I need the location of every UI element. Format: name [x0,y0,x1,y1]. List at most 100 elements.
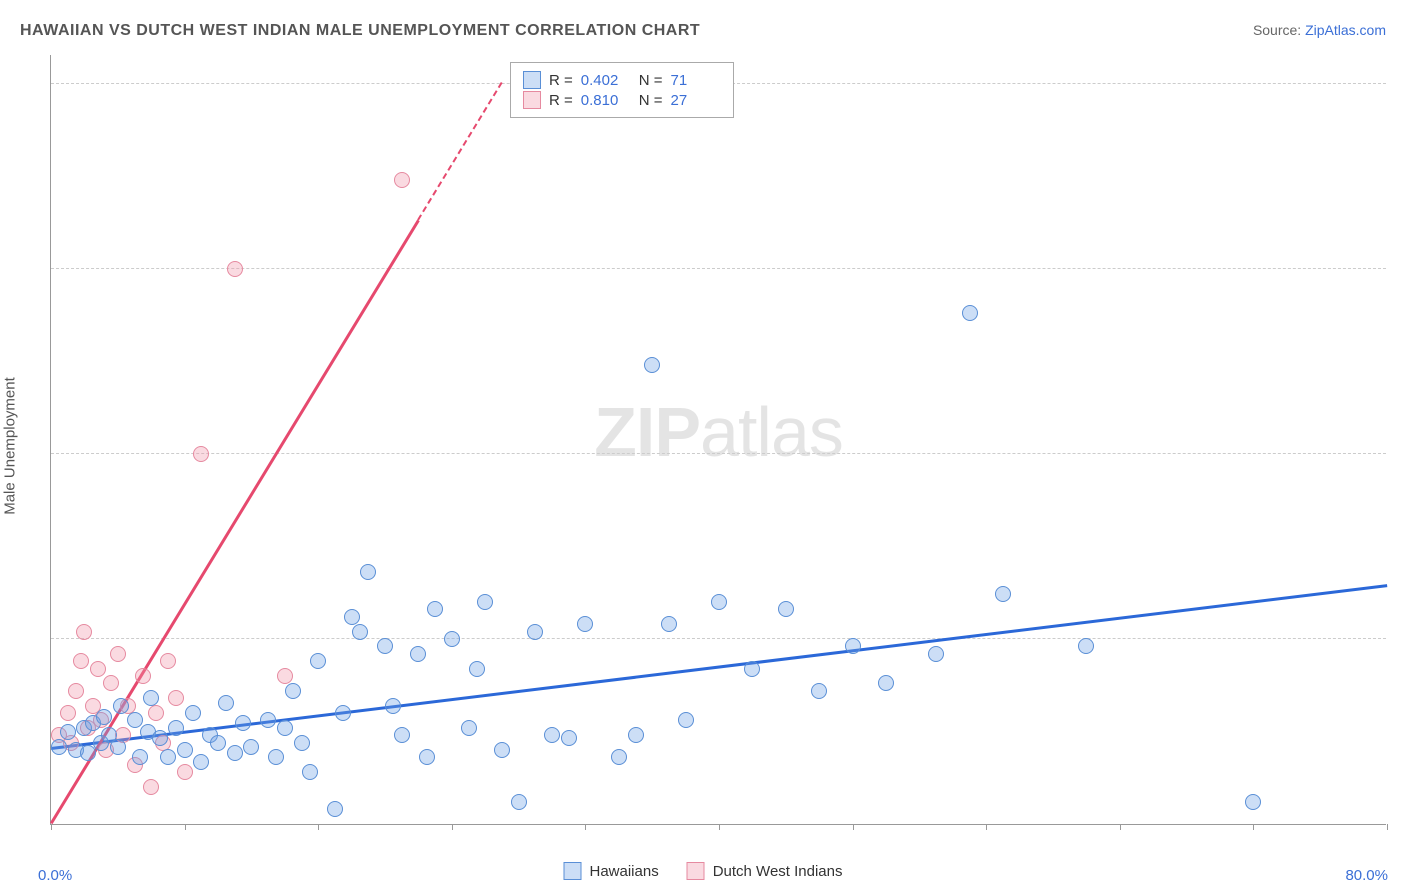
x-tick [1387,824,1388,830]
scatter-point-series2 [160,653,176,669]
scatter-point-series1 [60,724,76,740]
scatter-point-series1 [344,609,360,625]
legend-swatch [523,71,541,89]
scatter-point-series1 [385,698,401,714]
scatter-point-series1 [185,705,201,721]
gridline-horizontal [51,638,1386,639]
scatter-point-series1 [511,794,527,810]
scatter-point-series2 [148,705,164,721]
stat-n-value: 27 [671,92,721,109]
scatter-point-series1 [168,720,184,736]
scatter-point-series2 [110,646,126,662]
gridline-horizontal [51,453,1386,454]
scatter-point-series1 [193,754,209,770]
scatter-point-series1 [360,564,376,580]
scatter-point-series1 [377,638,393,654]
x-tick [719,824,720,830]
x-tick [585,824,586,830]
scatter-point-series1 [152,730,168,746]
y-tick-label: 37.5% [1396,260,1406,277]
scatter-point-series1 [410,646,426,662]
scatter-point-series1 [285,683,301,699]
y-tick-label: 12.5% [1396,630,1406,647]
scatter-point-series2 [394,172,410,188]
scatter-point-series1 [80,745,96,761]
scatter-point-series1 [577,616,593,632]
scatter-point-series1 [644,357,660,373]
scatter-point-series1 [544,727,560,743]
source-link[interactable]: ZipAtlas.com [1305,22,1386,38]
stat-n-value: 71 [671,72,721,89]
scatter-point-series1 [878,675,894,691]
x-axis-max-label: 80.0% [1345,867,1388,884]
scatter-point-series2 [227,261,243,277]
watermark-bold: ZIP [594,393,700,471]
scatter-point-series1 [1245,794,1261,810]
scatter-point-series1 [427,601,443,617]
stat-r-value: 0.402 [581,72,631,89]
plot-area: ZIPatlas 12.5%25.0%37.5%50.0% [50,55,1386,825]
scatter-point-series1 [711,594,727,610]
scatter-point-series1 [243,739,259,755]
scatter-point-series1 [260,712,276,728]
scatter-point-series1 [845,638,861,654]
scatter-point-series2 [60,705,76,721]
scatter-point-series1 [678,712,694,728]
scatter-point-series1 [494,742,510,758]
scatter-point-series1 [210,735,226,751]
stat-r-label: R = [549,72,573,89]
scatter-point-series1 [444,631,460,647]
scatter-point-series1 [294,735,310,751]
scatter-point-series1 [778,601,794,617]
scatter-point-series2 [73,653,89,669]
regression-line [418,82,503,220]
scatter-point-series1 [113,698,129,714]
scatter-point-series1 [352,624,368,640]
scatter-point-series1 [143,690,159,706]
stat-r-value: 0.810 [581,92,631,109]
stats-legend-row: R =0.402N =71 [523,71,721,89]
scatter-point-series1 [310,653,326,669]
scatter-point-series2 [135,668,151,684]
scatter-point-series1 [628,727,644,743]
scatter-point-series2 [193,446,209,462]
scatter-point-series1 [995,586,1011,602]
watermark: ZIPatlas [594,392,843,472]
y-tick-label: 25.0% [1396,445,1406,462]
scatter-point-series1 [132,749,148,765]
scatter-point-series1 [1078,638,1094,654]
scatter-point-series2 [76,624,92,640]
scatter-point-series1 [461,720,477,736]
x-tick [452,824,453,830]
scatter-point-series1 [110,739,126,755]
scatter-point-series2 [103,675,119,691]
scatter-point-series1 [928,646,944,662]
scatter-point-series2 [177,764,193,780]
scatter-point-series1 [51,739,67,755]
scatter-point-series1 [469,661,485,677]
legend-swatch [687,862,705,880]
legend-swatch [564,862,582,880]
x-tick [1253,824,1254,830]
scatter-point-series1 [394,727,410,743]
legend-swatch [523,91,541,109]
scatter-point-series1 [268,749,284,765]
y-axis-label: Male Unemployment [2,377,19,515]
scatter-point-series1 [477,594,493,610]
x-tick [185,824,186,830]
x-tick [51,824,52,830]
source-attribution: Source: ZipAtlas.com [1253,22,1386,38]
scatter-point-series1 [235,715,251,731]
x-axis-min-label: 0.0% [38,867,72,884]
scatter-point-series2 [277,668,293,684]
stat-n-label: N = [639,92,663,109]
chart-title: HAWAIIAN VS DUTCH WEST INDIAN MALE UNEMP… [20,22,700,40]
gridline-horizontal [51,268,1386,269]
scatter-point-series1 [96,709,112,725]
scatter-point-series1 [127,712,143,728]
legend-item: Hawaiians [564,862,659,880]
legend-label: Hawaiians [590,863,659,880]
stats-legend-row: R =0.810N =27 [523,91,721,109]
x-tick [853,824,854,830]
scatter-point-series2 [90,661,106,677]
